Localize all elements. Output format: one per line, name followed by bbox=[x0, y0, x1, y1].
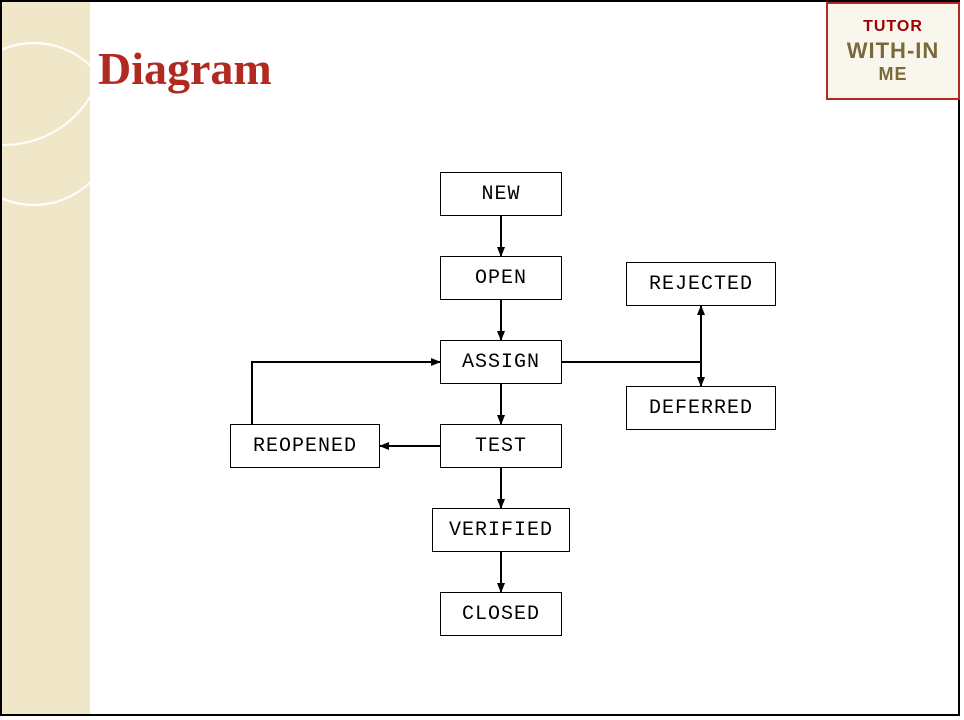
flow-node-closed: CLOSED bbox=[440, 592, 562, 636]
flow-node-verified: VERIFIED bbox=[432, 508, 570, 552]
flow-node-assign: ASSIGN bbox=[440, 340, 562, 384]
flowchart: NEW OPEN ASSIGN TEST VERIFIED CLOSED REOPENED R… bbox=[0, 0, 964, 720]
flow-node-deferred: DEFERRED bbox=[626, 386, 776, 430]
flow-node-new: NEW bbox=[440, 172, 562, 216]
flow-node-test: TEST bbox=[440, 424, 562, 468]
flow-node-reopened: REOPENED bbox=[230, 424, 380, 468]
flow-node-open: OPEN bbox=[440, 256, 562, 300]
flow-node-rejected: REJECTED bbox=[626, 262, 776, 306]
flow-edge bbox=[252, 362, 440, 424]
